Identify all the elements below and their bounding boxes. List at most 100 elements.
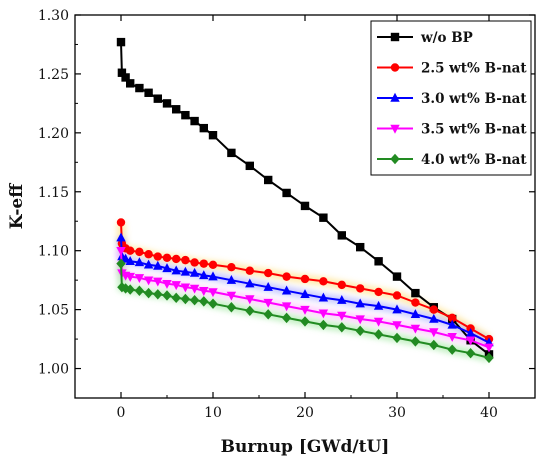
data-point-1 — [319, 277, 328, 286]
x-axis-title: Burnup [GWd/tU] — [221, 437, 390, 457]
data-point-4 — [281, 312, 292, 324]
data-point-0 — [135, 83, 144, 93]
data-point-0 — [126, 79, 135, 88]
data-point-2 — [153, 260, 163, 270]
y-tick-label: 1.20 — [38, 126, 69, 142]
data-point-3 — [392, 321, 402, 331]
data-point-4 — [208, 298, 218, 309]
data-point-3 — [373, 317, 384, 327]
data-point-0 — [121, 73, 130, 82]
data-point-1 — [126, 246, 135, 255]
data-point-3 — [484, 343, 494, 353]
data-point-4 — [171, 292, 181, 304]
data-point-4 — [337, 322, 347, 333]
series-line-1 — [120, 222, 490, 340]
data-point-1 — [282, 272, 291, 281]
data-point-2 — [162, 263, 172, 273]
data-point-4 — [134, 285, 145, 296]
data-point-1 — [411, 298, 420, 307]
data-point-3 — [447, 333, 457, 342]
data-point-2 — [134, 257, 145, 267]
data-point-1 — [172, 254, 181, 264]
data-point-1 — [356, 284, 365, 293]
series-3 — [116, 246, 494, 353]
data-point-0 — [116, 37, 126, 47]
legend-marker-3 — [390, 124, 400, 134]
data-point-2 — [180, 266, 191, 276]
data-point-4 — [226, 302, 237, 313]
data-point-2 — [245, 278, 255, 288]
data-point-2 — [263, 282, 273, 291]
y-tick-label: 1.30 — [38, 8, 69, 24]
data-point-3 — [180, 283, 191, 293]
data-point-2 — [429, 313, 439, 323]
data-point-3 — [153, 277, 163, 287]
data-point-1 — [116, 218, 126, 227]
legend-marker-4 — [390, 153, 400, 165]
data-point-4 — [392, 332, 402, 344]
data-point-1 — [374, 287, 383, 297]
data-point-0 — [117, 68, 127, 77]
legend-label-0: w/o BP — [420, 30, 473, 46]
data-point-0 — [144, 88, 153, 97]
legend-marker-2 — [390, 92, 400, 102]
data-point-2 — [208, 271, 218, 281]
data-point-2 — [318, 292, 329, 302]
data-point-0 — [300, 201, 310, 211]
data-point-4 — [318, 319, 329, 331]
data-point-3 — [355, 315, 365, 325]
data-point-4 — [189, 294, 200, 306]
data-point-1 — [208, 260, 218, 270]
data-point-4 — [199, 296, 209, 307]
data-point-0 — [181, 110, 190, 120]
data-point-0 — [190, 116, 199, 126]
y-tick-label: 1.15 — [38, 185, 69, 201]
data-point-4 — [162, 290, 172, 301]
data-point-3 — [189, 284, 200, 294]
data-point-0 — [172, 105, 181, 114]
data-point-1 — [181, 255, 190, 265]
data-point-4 — [180, 293, 191, 305]
y-tick-label: 1.05 — [38, 303, 69, 319]
legend-label-1: 2.5 wt% B-nat — [421, 61, 527, 77]
data-point-3 — [245, 295, 255, 305]
data-point-0 — [374, 257, 383, 266]
data-point-2 — [199, 270, 209, 280]
data-point-0 — [153, 94, 162, 103]
data-point-4 — [245, 305, 255, 316]
data-point-1 — [429, 305, 438, 314]
data-point-0 — [264, 175, 273, 185]
series-line-4 — [120, 263, 490, 359]
data-point-2 — [373, 300, 384, 310]
legend-label-3: 3.5 wt% B-nat — [421, 122, 527, 138]
data-point-4 — [125, 284, 135, 295]
data-point-1 — [227, 262, 236, 272]
data-point-1 — [162, 253, 172, 262]
data-point-2 — [447, 319, 457, 329]
data-point-3 — [208, 288, 218, 298]
data-point-3 — [226, 291, 237, 301]
data-point-3 — [337, 311, 347, 321]
data-point-4 — [300, 316, 310, 327]
y-tick-label: 1.25 — [38, 67, 69, 83]
data-point-0 — [162, 99, 172, 108]
legend: w/o BP 2.5 wt% B-nat 3.0 wt% B-nat 3.5 wt% … — [370, 20, 532, 176]
series-line-0 — [120, 42, 490, 356]
series-1 — [116, 218, 494, 344]
data-point-4 — [120, 283, 131, 294]
data-point-1 — [135, 247, 144, 257]
data-point-0 — [245, 161, 254, 171]
legend-marker-0 — [390, 32, 400, 42]
data-point-4 — [117, 282, 127, 293]
data-point-4 — [465, 348, 476, 359]
data-point-4 — [153, 289, 163, 300]
data-point-3 — [116, 246, 126, 256]
data-point-1 — [153, 252, 162, 261]
data-point-4 — [263, 309, 273, 320]
data-point-2 — [337, 294, 347, 304]
data-point-3 — [171, 281, 181, 291]
x-tick-label: 40 — [480, 405, 498, 421]
data-point-4 — [116, 258, 126, 269]
data-point-2 — [116, 232, 126, 242]
